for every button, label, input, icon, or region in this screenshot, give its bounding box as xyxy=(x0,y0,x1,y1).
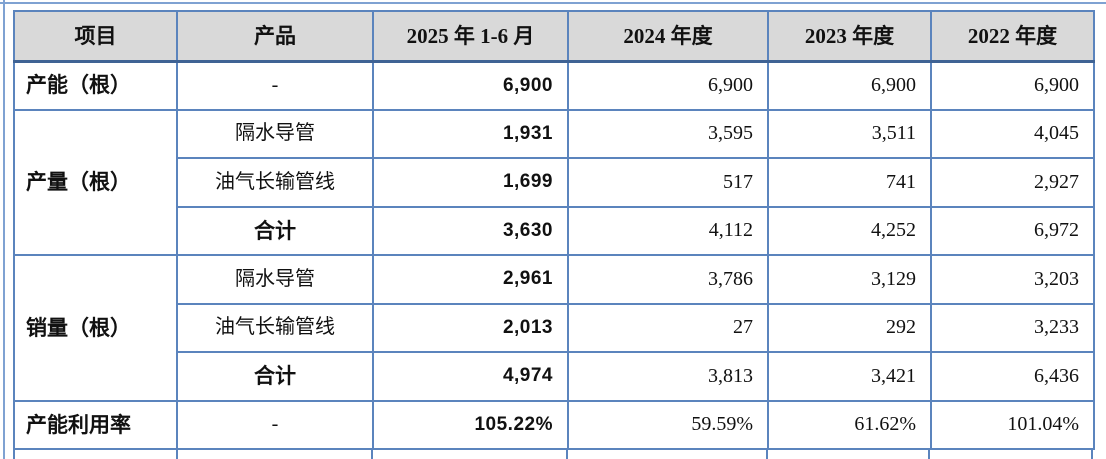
page-top-rule xyxy=(0,2,1106,4)
table-row-capacity: 产能（根） - 6,900 6,900 6,900 6,900 xyxy=(13,60,1095,111)
cell-2024: 27 xyxy=(567,302,769,353)
header-2025: 2025 年 1-6 月 xyxy=(372,10,569,63)
cell-2023: 3,511 xyxy=(767,108,932,159)
page-left-rule xyxy=(3,0,5,459)
cell-product: 油气长输管线 xyxy=(176,302,374,353)
header-2022: 2022 年度 xyxy=(930,10,1095,63)
cell-product: 隔水导管 xyxy=(176,108,374,159)
cell-2022: 101.04% xyxy=(930,399,1095,450)
row-label-sales: 销量（根） xyxy=(13,254,178,402)
cell-2022: 6,972 xyxy=(930,205,1095,256)
header-product: 产品 xyxy=(176,10,374,63)
cell-2023: 4,252 xyxy=(767,205,932,256)
cell-2024: 4,112 xyxy=(567,205,769,256)
row-label-capacity: 产能（根） xyxy=(13,60,178,111)
cell-2025: 4,974 xyxy=(372,351,569,402)
cell-2024: 517 xyxy=(567,157,769,208)
cell-2022: 3,203 xyxy=(930,254,1095,305)
cell-product-total: 合计 xyxy=(176,205,374,256)
cell-product-total: 合计 xyxy=(176,351,374,402)
cell-2025: 6,900 xyxy=(372,60,569,111)
cell-2025: 2,961 xyxy=(372,254,569,305)
cell-product: - xyxy=(176,60,374,111)
cell-2025: 2,013 xyxy=(372,302,569,353)
table-row-sales-total: 合计 4,974 3,813 3,421 6,436 xyxy=(14,351,1095,402)
cell-2023: 741 xyxy=(767,157,932,208)
cell-2025: 1,699 xyxy=(372,157,569,208)
capacity-production-sales-table: 项目 产品 2025 年 1-6 月 2024 年度 2023 年度 2022 … xyxy=(13,10,1095,450)
cell-2025: 105.22% xyxy=(372,399,569,450)
cell-product: - xyxy=(176,399,374,450)
cell-2022: 2,927 xyxy=(930,157,1095,208)
cell-2023: 6,900 xyxy=(767,60,932,111)
cell-2022: 3,233 xyxy=(930,302,1095,353)
cell-2024: 3,786 xyxy=(567,254,769,305)
cell-2024: 59.59% xyxy=(567,399,769,450)
row-label-production: 产量（根） xyxy=(13,108,178,256)
cell-2023: 292 xyxy=(767,302,932,353)
cell-2023: 3,129 xyxy=(767,254,932,305)
cell-2023: 3,421 xyxy=(767,351,932,402)
header-2023: 2023 年度 xyxy=(767,10,932,63)
header-2024: 2024 年度 xyxy=(567,10,769,63)
cell-2024: 6,900 xyxy=(567,60,769,111)
table-row-sales-riser: 销量（根） 隔水导管 2,961 3,786 3,129 3,203 xyxy=(13,254,1095,402)
table-row-sales-pipeline: 油气长输管线 2,013 27 292 3,233 xyxy=(14,302,1095,353)
cell-product: 隔水导管 xyxy=(176,254,374,305)
header-row: 项目 产品 2025 年 1-6 月 2024 年度 2023 年度 2022 … xyxy=(13,10,1095,63)
cell-2025: 3,630 xyxy=(372,205,569,256)
cutoff-next-row xyxy=(13,448,1094,459)
table-row-production-pipeline: 油气长输管线 1,699 517 741 2,927 xyxy=(14,157,1095,208)
row-label-utilization: 产能利用率 xyxy=(13,399,178,450)
cell-2022: 6,900 xyxy=(930,60,1095,111)
table-row-production-total: 合计 3,630 4,112 4,252 6,972 xyxy=(14,205,1095,256)
cell-2024: 3,813 xyxy=(567,351,769,402)
cell-2022: 6,436 xyxy=(930,351,1095,402)
cell-2022: 4,045 xyxy=(930,108,1095,159)
table-row-production-riser: 产量（根） 隔水导管 1,931 3,595 3,511 4,045 xyxy=(13,108,1095,256)
header-item: 项目 xyxy=(13,10,178,63)
table-row-utilization: 产能利用率 - 105.22% 59.59% 61.62% 101.04% xyxy=(13,399,1095,450)
cell-2025: 1,931 xyxy=(372,108,569,159)
cell-2023: 61.62% xyxy=(767,399,932,450)
cell-2024: 3,595 xyxy=(567,108,769,159)
cell-product: 油气长输管线 xyxy=(176,157,374,208)
